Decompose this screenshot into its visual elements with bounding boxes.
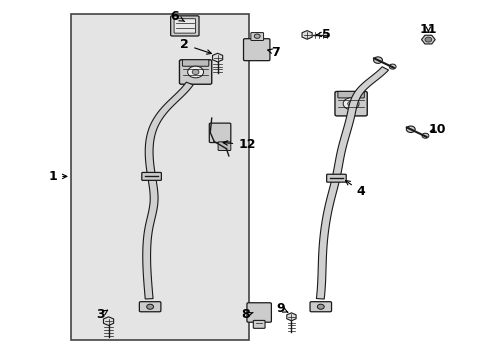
FancyBboxPatch shape xyxy=(243,39,269,60)
Text: 11: 11 xyxy=(419,23,436,36)
FancyBboxPatch shape xyxy=(142,172,161,180)
Polygon shape xyxy=(302,31,311,39)
Circle shape xyxy=(187,66,203,78)
Circle shape xyxy=(347,101,354,106)
Polygon shape xyxy=(103,317,113,325)
Circle shape xyxy=(192,69,199,75)
FancyBboxPatch shape xyxy=(250,32,263,40)
Polygon shape xyxy=(421,35,434,44)
Text: 9: 9 xyxy=(276,302,287,315)
Text: 1: 1 xyxy=(48,170,67,183)
FancyBboxPatch shape xyxy=(326,174,346,182)
Text: 2: 2 xyxy=(180,38,211,54)
FancyBboxPatch shape xyxy=(182,60,208,66)
Circle shape xyxy=(424,37,431,42)
Polygon shape xyxy=(212,53,222,62)
Circle shape xyxy=(388,64,395,69)
FancyBboxPatch shape xyxy=(253,320,264,328)
FancyBboxPatch shape xyxy=(179,60,211,84)
Circle shape xyxy=(146,304,153,309)
FancyBboxPatch shape xyxy=(334,91,366,116)
Polygon shape xyxy=(286,313,296,321)
FancyBboxPatch shape xyxy=(309,302,331,312)
FancyBboxPatch shape xyxy=(139,302,161,312)
Circle shape xyxy=(373,57,382,63)
Text: 6: 6 xyxy=(170,10,184,23)
Circle shape xyxy=(254,34,260,39)
FancyBboxPatch shape xyxy=(209,123,230,143)
Text: 5: 5 xyxy=(316,28,330,41)
Circle shape xyxy=(406,126,414,132)
FancyBboxPatch shape xyxy=(337,91,364,98)
Circle shape xyxy=(421,133,428,138)
Text: 3: 3 xyxy=(96,309,107,321)
FancyBboxPatch shape xyxy=(170,16,199,36)
Bar xyxy=(71,14,249,340)
Text: 10: 10 xyxy=(428,123,446,136)
Polygon shape xyxy=(316,67,388,299)
Text: 7: 7 xyxy=(267,46,280,59)
Text: 4: 4 xyxy=(345,181,365,198)
Polygon shape xyxy=(142,82,193,299)
Text: 8: 8 xyxy=(241,309,253,321)
Circle shape xyxy=(317,304,324,309)
FancyBboxPatch shape xyxy=(246,303,271,322)
Text: 12: 12 xyxy=(223,138,255,151)
FancyBboxPatch shape xyxy=(218,142,230,150)
Circle shape xyxy=(343,98,358,109)
FancyBboxPatch shape xyxy=(174,19,195,33)
